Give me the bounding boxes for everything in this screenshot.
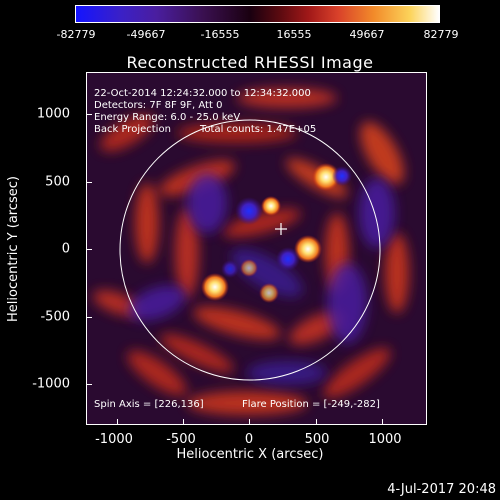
colorbar-tick-label: 49667 (349, 28, 385, 41)
colorbar-tick-label: -16555 (200, 28, 240, 41)
image-plot: 22-Oct-2014 12:24:32.000 to 12:34:32.000… (86, 72, 427, 425)
x-tick-mark (316, 419, 317, 425)
x-tick-label: -500 (166, 432, 196, 447)
x-tick-label: 500 (304, 432, 330, 447)
y-tick-mark (86, 182, 92, 183)
y-tick-label: 0 (61, 241, 70, 257)
x-tick-label: 1000 (368, 432, 402, 447)
x-tick-label: -1000 (95, 432, 133, 447)
info-detectors: Detectors: 7F 8F 9F, Att 0 (94, 100, 223, 111)
colorbar (75, 5, 440, 23)
colorbar-tick-label: 16555 (276, 28, 312, 41)
colorbar-tick-label: -82779 (56, 28, 96, 41)
plot-title: Reconstructed RHESSI Image (126, 53, 374, 72)
render-timestamp: 4-Jul-2017 20:48 (387, 482, 496, 497)
colorbar-tick-label: -49667 (126, 28, 166, 41)
y-tick-mark (86, 114, 92, 115)
x-tick-mark (382, 419, 383, 425)
y-tick-label: 1000 (36, 106, 70, 122)
y-tick-label: 500 (45, 174, 70, 190)
y-tick-mark (86, 317, 92, 318)
x-axis-label: Heliocentric X (arcsec) (176, 447, 324, 462)
sun-center-cross (275, 223, 287, 235)
info-energy-range: Energy Range: 6.0 - 25.0 keV (94, 112, 241, 123)
info-spin-axis: Spin Axis = [226,136] (94, 399, 204, 410)
x-tick-mark (183, 419, 184, 425)
x-tick-mark (249, 419, 250, 425)
info-time-range: 22-Oct-2014 12:24:32.000 to 12:34:32.000 (94, 88, 311, 99)
info-flare-position: Flare Position = [-249,-282] (242, 399, 380, 410)
y-tick-label: -500 (40, 309, 70, 325)
solar-limb-circle (119, 119, 381, 381)
y-axis-label-text: Heliocentric Y (arcsec) (6, 176, 21, 322)
y-tick-label: -1000 (32, 376, 70, 392)
y-tick-mark (86, 384, 92, 385)
rhessi-image (87, 73, 426, 424)
colorbar-tick-label: 82779 (423, 28, 459, 41)
y-axis-label: Heliocentric Y (arcsec) (6, 176, 21, 322)
x-tick-label: 0 (244, 432, 254, 447)
y-tick-mark (86, 249, 92, 250)
x-tick-mark (117, 419, 118, 425)
info-method: Back Projection (94, 124, 171, 135)
info-total-counts: Total counts: 1.47E+05 (200, 124, 317, 135)
